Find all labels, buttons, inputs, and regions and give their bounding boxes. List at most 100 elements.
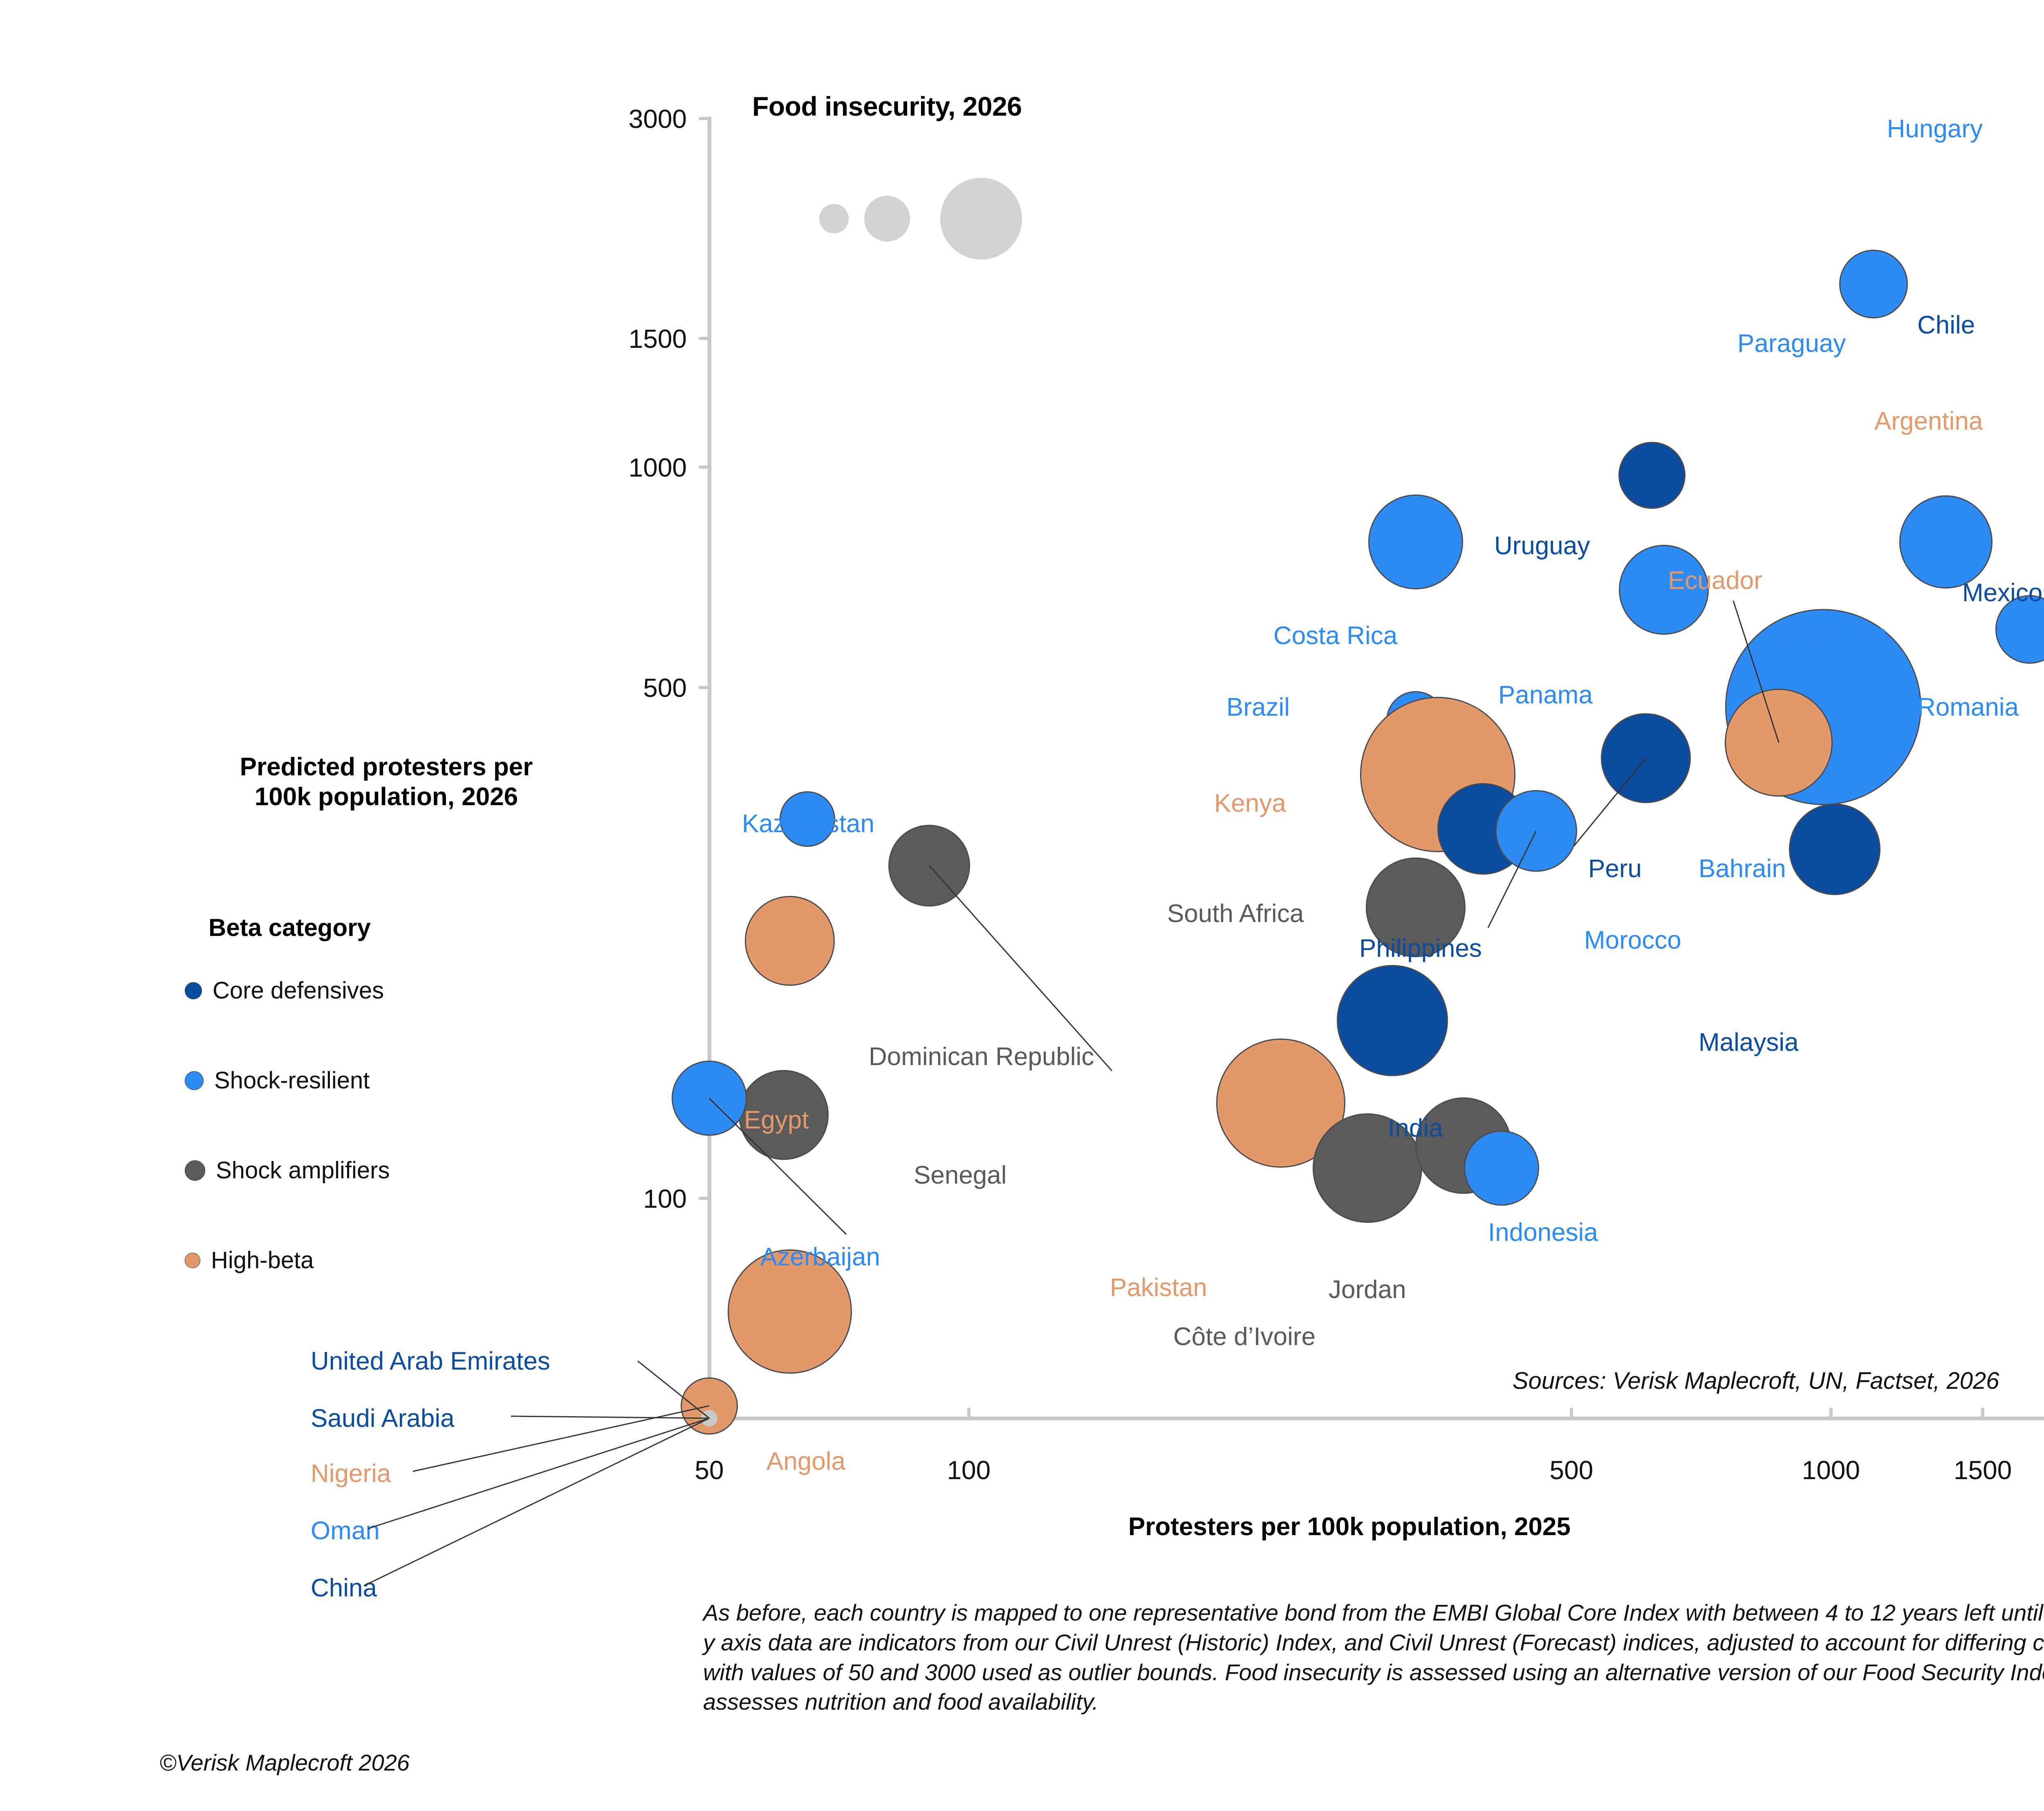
- country-label-dominican-republic: Dominican Republic: [869, 1043, 1094, 1071]
- bubble-costa-rica[interactable]: [1368, 495, 1464, 590]
- legend-item-shock-resilient[interactable]: Shock-resilient: [185, 1067, 370, 1094]
- country-label-chile: Chile: [1917, 311, 1975, 339]
- y-axis-line: [699, 116, 711, 1418]
- country-label-panama: Panama: [1498, 681, 1593, 709]
- y-tick: [699, 117, 711, 120]
- bubble-indonesia[interactable]: [1464, 1130, 1540, 1206]
- chart-title: Food insecurity, 2026: [752, 91, 1022, 121]
- legend-item-label: High-beta: [211, 1247, 314, 1274]
- x-tick-label: 500: [1549, 1455, 1594, 1485]
- size-legend-bubble: [819, 204, 849, 233]
- country-label-malaysia: Malaysia: [1699, 1028, 1799, 1057]
- country-label-argentina: Argentina: [1874, 407, 1983, 435]
- leader-line: [929, 865, 1113, 1071]
- country-label-egypt: Egypt: [744, 1106, 809, 1134]
- y-tick: [699, 337, 711, 340]
- country-label-ecuador: Ecuador: [1668, 566, 1762, 595]
- country-label-senegal: Senegal: [914, 1161, 1007, 1189]
- x-tick-label: 100: [947, 1455, 991, 1485]
- bubble-south-africa[interactable]: [1366, 857, 1466, 957]
- legend-item-label: Shock-resilient: [214, 1067, 370, 1094]
- y-axis-title: Predicted protesters per 100k population…: [180, 752, 593, 812]
- bubble-panama[interactable]: [1619, 544, 1709, 635]
- legend-swatch-icon: [185, 1071, 204, 1090]
- bubble-azerbaijan[interactable]: [672, 1061, 747, 1136]
- y-axis-title-line2: 100k population, 2026: [254, 783, 518, 811]
- country-label-pakistan: Pakistan: [1110, 1274, 1207, 1302]
- country-label-kenya: Kenya: [1214, 789, 1286, 817]
- country-label-uruguay: Uruguay: [1494, 532, 1590, 560]
- bubble-peru[interactable]: [1601, 713, 1691, 803]
- bubble-c-te-d-ivoire[interactable]: [1313, 1113, 1423, 1223]
- leader-line: [511, 1415, 710, 1419]
- country-label-bahrain: Bahrain: [1699, 855, 1786, 883]
- legend-item-label: Shock amplifiers: [216, 1157, 390, 1184]
- legend-item-shock-amplifiers[interactable]: Shock amplifiers: [185, 1157, 390, 1184]
- bubble-kazakhstan[interactable]: [780, 791, 836, 847]
- bubble-morocco[interactable]: [1495, 790, 1577, 872]
- country-label-united-arab-emirates: United Arab Emirates: [311, 1347, 550, 1375]
- x-axis-line: [708, 1408, 2044, 1420]
- copyright-note: ©Verisk Maplecroft 2026: [159, 1750, 410, 1775]
- bubble-malaysia[interactable]: [1788, 804, 1880, 895]
- legend-swatch-icon: [185, 1252, 200, 1268]
- country-label-mexico: Mexico: [1962, 579, 2043, 607]
- bubble-uruguay[interactable]: [1618, 441, 1685, 509]
- x-tick: [1981, 1408, 1985, 1420]
- country-label-saudi-arabia: Saudi Arabia: [311, 1404, 455, 1433]
- x-tick-label: 1500: [1953, 1455, 2012, 1485]
- y-tick-label: 1500: [628, 324, 687, 354]
- legend-swatch-icon: [185, 982, 202, 999]
- country-label-angola: Angola: [766, 1447, 846, 1475]
- size-legend-bubble: [940, 178, 1022, 260]
- y-axis-title-line1: Predicted protesters per: [240, 753, 533, 781]
- country-label-indonesia: Indonesia: [1488, 1218, 1598, 1247]
- y-tick-label: 500: [643, 673, 687, 703]
- legend-item-high-beta[interactable]: High-beta: [185, 1247, 314, 1274]
- x-tick: [1829, 1408, 1833, 1420]
- country-label-china: China: [311, 1574, 377, 1602]
- bubble-china[interactable]: [703, 1412, 716, 1425]
- bubble-india[interactable]: [1337, 965, 1448, 1076]
- country-label-paraguay: Paraguay: [1737, 329, 1846, 358]
- country-label-brazil: Brazil: [1226, 693, 1290, 721]
- bubble-dominican-republic[interactable]: [888, 825, 970, 907]
- x-tick-label: 1000: [1802, 1455, 1860, 1485]
- x-axis-title: Protesters per 100k population, 2025: [1128, 1513, 1571, 1541]
- x-tick: [967, 1408, 970, 1420]
- y-tick: [699, 1196, 711, 1200]
- footnote-text: As before, each country is mapped to one…: [703, 1600, 2044, 1715]
- legend-item-label: Core defensives: [213, 977, 384, 1004]
- country-label-colombia: Colombia: [1780, 620, 1887, 648]
- country-label-hungary: Hungary: [1887, 115, 1983, 143]
- country-label-morocco: Morocco: [1584, 926, 1681, 954]
- country-label-philippines: Philippines: [1359, 934, 1482, 963]
- country-label-oman: Oman: [311, 1517, 380, 1545]
- country-label-c-te-d-ivoire: Côte d’Ivoire: [1173, 1323, 1316, 1351]
- leader-line: [363, 1417, 710, 1587]
- country-label-kazakhstan: Kazakhstan: [742, 810, 874, 838]
- country-label-azerbaijan: Azerbaijan: [760, 1243, 880, 1271]
- bubble-egypt[interactable]: [745, 895, 835, 986]
- country-label-romania: Romania: [1917, 693, 2019, 721]
- legend-item-core-defensives[interactable]: Core defensives: [185, 977, 384, 1004]
- x-tick: [1569, 1408, 1573, 1420]
- y-tick-label: 100: [643, 1184, 687, 1213]
- bubble-paraguay[interactable]: [1839, 250, 1908, 319]
- y-tick: [699, 685, 711, 689]
- legend-title: Beta category: [208, 914, 371, 941]
- bubble-colombia[interactable]: [1899, 495, 1993, 589]
- country-label-nigeria: Nigeria: [311, 1460, 391, 1488]
- sources-note: Sources: Verisk Maplecroft, UN, Factset,…: [1513, 1368, 1999, 1394]
- bubble-angola[interactable]: [728, 1249, 852, 1374]
- country-label-south-africa: South Africa: [1167, 900, 1304, 928]
- bubble-ecuador[interactable]: [1725, 689, 1833, 797]
- country-label-india: India: [1388, 1114, 1443, 1142]
- country-label-peru: Peru: [1588, 855, 1642, 883]
- size-legend-bubble: [864, 196, 910, 242]
- y-tick-label: 1000: [628, 453, 687, 483]
- country-label-jordan: Jordan: [1329, 1276, 1406, 1304]
- country-label-costa-rica: Costa Rica: [1273, 622, 1398, 650]
- x-tick-label: 50: [695, 1455, 724, 1485]
